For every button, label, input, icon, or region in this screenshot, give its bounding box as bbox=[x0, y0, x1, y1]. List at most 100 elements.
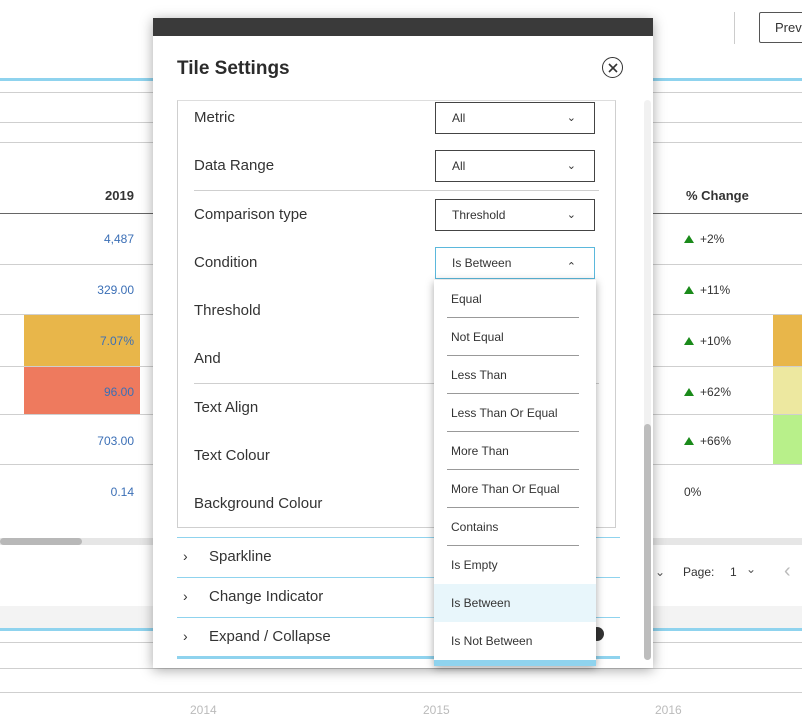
option-less-than[interactable]: Less Than bbox=[434, 356, 596, 394]
condition-label: Condition bbox=[194, 254, 258, 271]
option-separator bbox=[447, 355, 579, 356]
chevron-down-icon[interactable]: ⌄ bbox=[655, 565, 666, 579]
option-label: Contains bbox=[451, 520, 499, 534]
option-contains[interactable]: Contains bbox=[434, 508, 596, 546]
chart-line bbox=[0, 692, 802, 693]
section-label: Change Indicator bbox=[209, 588, 324, 605]
option-label: More Than bbox=[451, 444, 509, 458]
text-colour-label: Text Colour bbox=[194, 447, 270, 464]
horizontal-scrollbar-thumb[interactable] bbox=[0, 538, 82, 545]
toolbar-separator bbox=[734, 12, 735, 44]
axis-year-label: 2014 bbox=[190, 703, 217, 717]
option-more-than-or-equal[interactable]: More Than Or Equal bbox=[434, 470, 596, 508]
table-cell-value: 4,487 bbox=[103, 232, 134, 246]
up-arrow-icon bbox=[684, 337, 694, 345]
axis-year-label: 2015 bbox=[423, 703, 450, 717]
background-colour-label: Background Colour bbox=[194, 495, 323, 512]
change-cell: +11% bbox=[684, 283, 730, 297]
dropdown-bottom-edge bbox=[434, 660, 596, 666]
option-is-between[interactable]: Is Between bbox=[434, 584, 596, 622]
option-separator bbox=[447, 507, 579, 508]
column-header-2019[interactable]: 2019 bbox=[105, 188, 134, 203]
up-arrow-icon bbox=[684, 437, 694, 445]
chevron-down-icon: ⌄ bbox=[566, 112, 576, 124]
data-range-select-value: All bbox=[452, 159, 466, 173]
section-change-indicator[interactable]: › Change Indicator bbox=[177, 577, 620, 617]
axis-year-label: 2016 bbox=[655, 703, 682, 717]
option-label: Less Than Or Equal bbox=[451, 406, 558, 420]
table-cell-value: 703.00 bbox=[97, 434, 134, 448]
section-label: Sparkline bbox=[209, 548, 272, 565]
option-is-empty[interactable]: Is Empty bbox=[434, 546, 596, 584]
table-cell-value: 0.14 bbox=[110, 485, 134, 499]
chevron-right-icon: › bbox=[183, 628, 188, 644]
change-value: +2% bbox=[700, 232, 725, 246]
chevron-right-icon: › bbox=[183, 548, 188, 564]
table-cell-value: 7.07% bbox=[99, 334, 134, 348]
condition-dropdown-list: Equal Not Equal Less Than Less Than Or E… bbox=[434, 280, 596, 666]
preview-button[interactable]: Prev bbox=[759, 12, 802, 43]
metric-label: Metric bbox=[194, 109, 235, 126]
option-label: Less Than bbox=[451, 368, 507, 382]
option-label: Is Empty bbox=[451, 558, 498, 572]
option-label: More Than Or Equal bbox=[451, 482, 560, 496]
modal-vertical-scrollbar[interactable] bbox=[644, 100, 651, 660]
option-less-than-or-equal[interactable]: Less Than Or Equal bbox=[434, 394, 596, 432]
heat-cell bbox=[24, 314, 140, 366]
option-label: Is Not Between bbox=[451, 634, 533, 648]
chevron-up-icon: ⌃ bbox=[566, 261, 576, 273]
chart-line bbox=[0, 668, 802, 669]
option-separator bbox=[447, 393, 579, 394]
page-select[interactable]: 1 bbox=[730, 565, 737, 579]
option-equal[interactable]: Equal bbox=[434, 280, 596, 318]
change-cell: +62% bbox=[684, 385, 731, 399]
column-header-change[interactable]: % Change bbox=[686, 188, 749, 203]
table-cell-value: 96.00 bbox=[103, 385, 134, 399]
page-chevron-down-icon[interactable]: ⌄ bbox=[746, 562, 757, 576]
option-separator bbox=[447, 469, 579, 470]
section-sparkline[interactable]: › Sparkline bbox=[177, 537, 620, 577]
option-separator bbox=[447, 317, 579, 318]
metric-select[interactable]: All ⌄ bbox=[435, 102, 595, 134]
change-cell: 0% bbox=[684, 485, 701, 499]
option-separator bbox=[447, 545, 579, 546]
pager-label: Page: bbox=[683, 565, 715, 579]
condition-select-value: Is Between bbox=[452, 256, 512, 270]
table-cell-value: 329.00 bbox=[97, 283, 134, 297]
section-expand-collapse[interactable]: › Expand / Collapse bbox=[177, 617, 620, 657]
previous-page-icon[interactable]: ‹ bbox=[784, 560, 791, 582]
change-cell: +2% bbox=[684, 232, 724, 246]
modal-title: Tile Settings bbox=[177, 58, 290, 79]
row-separator bbox=[194, 383, 599, 384]
option-label: Is Between bbox=[451, 596, 511, 610]
change-cell: +66% bbox=[684, 434, 731, 448]
modal-header-bar bbox=[153, 18, 653, 36]
comparison-type-label: Comparison type bbox=[194, 206, 308, 223]
option-more-than[interactable]: More Than bbox=[434, 432, 596, 470]
heat-cell bbox=[773, 414, 802, 464]
option-label: Not Equal bbox=[451, 330, 504, 344]
chevron-down-icon: ⌄ bbox=[566, 209, 576, 221]
option-separator bbox=[447, 431, 579, 432]
heat-cell bbox=[773, 314, 802, 366]
close-x-icon bbox=[607, 62, 618, 73]
comparison-type-select[interactable]: Threshold ⌄ bbox=[435, 199, 595, 231]
change-value: +66% bbox=[700, 434, 732, 448]
settings-panel bbox=[177, 100, 616, 528]
close-icon[interactable] bbox=[602, 57, 623, 78]
change-value: +10% bbox=[700, 334, 732, 348]
modal-vertical-scrollbar-thumb[interactable] bbox=[644, 424, 651, 660]
text-align-label: Text Align bbox=[194, 399, 259, 416]
up-arrow-icon bbox=[684, 235, 694, 243]
change-value: +62% bbox=[700, 385, 732, 399]
chevron-right-icon: › bbox=[183, 588, 188, 604]
data-range-select[interactable]: All ⌄ bbox=[435, 150, 595, 182]
and-label: And bbox=[194, 350, 221, 367]
option-not-equal[interactable]: Not Equal bbox=[434, 318, 596, 356]
up-arrow-icon bbox=[684, 388, 694, 396]
condition-select[interactable]: Is Between ⌃ bbox=[435, 247, 595, 279]
heat-cell bbox=[773, 366, 802, 414]
up-arrow-icon bbox=[684, 286, 694, 294]
option-is-not-between[interactable]: Is Not Between bbox=[434, 622, 596, 660]
heat-cell bbox=[24, 366, 140, 414]
